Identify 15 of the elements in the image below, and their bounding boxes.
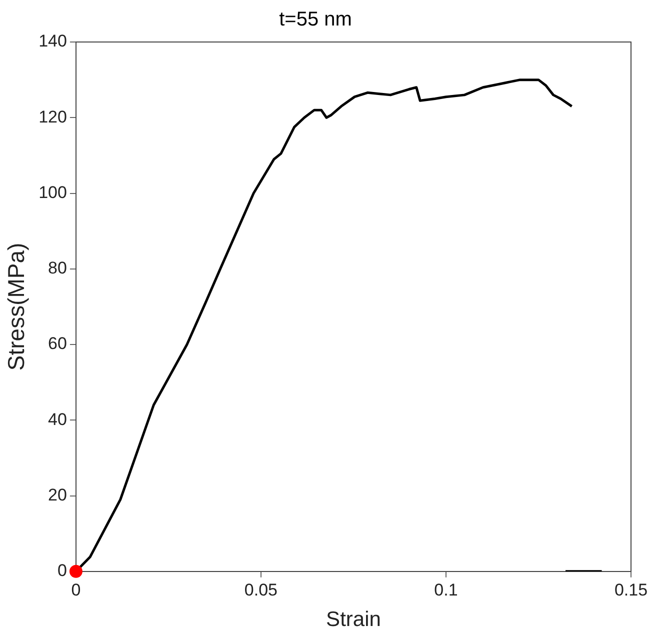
x-axis-title: Strain <box>326 608 381 632</box>
x-tick-label: 0.15 <box>614 580 648 600</box>
y-tick-label: 140 <box>38 32 67 51</box>
x-tick-label: 0.05 <box>244 580 278 600</box>
y-tick-label: 80 <box>48 258 67 278</box>
chart-title: t=55 nm <box>279 8 352 31</box>
y-tick-label: 60 <box>48 334 67 354</box>
y-axis-title: Stress(MPa) <box>3 242 30 371</box>
x-tick-label: 0.1 <box>434 580 458 600</box>
x-tick-label: 0 <box>71 580 81 600</box>
y-tick-label: 100 <box>38 182 67 202</box>
y-tick-label: 120 <box>38 107 67 126</box>
y-tick-label: 40 <box>48 410 67 429</box>
y-tick-label: 0 <box>57 561 67 580</box>
y-tick-label: 20 <box>48 485 67 504</box>
